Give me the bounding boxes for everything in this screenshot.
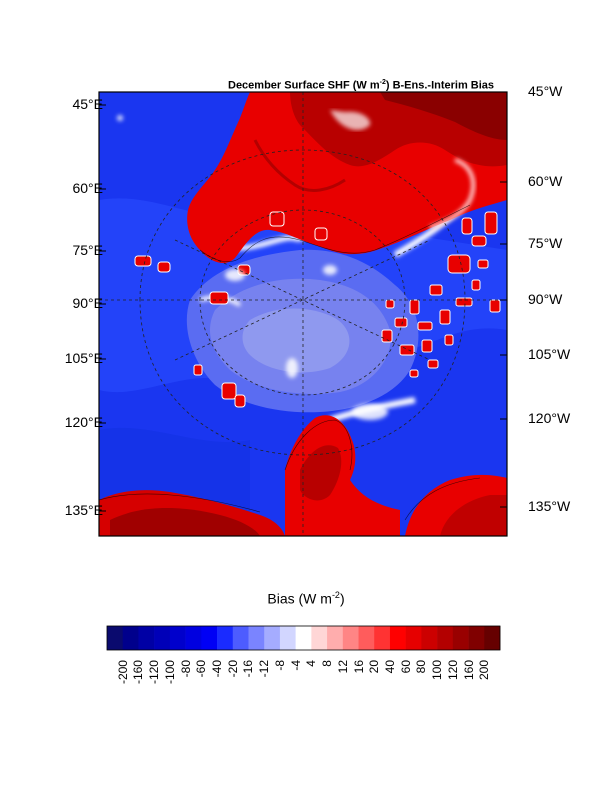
colorbar-tick-label: -40 bbox=[210, 660, 225, 678]
longitude-label-left: 90°E bbox=[72, 295, 103, 311]
colorbar bbox=[106, 625, 501, 651]
colorbar-tick-label: -120 bbox=[147, 660, 162, 685]
colorbar-tick-label: -20 bbox=[225, 660, 240, 678]
colorbar-frame bbox=[106, 625, 501, 651]
colorbar-tick-label: -80 bbox=[178, 660, 193, 678]
longitude-label-left: 135°E bbox=[64, 502, 103, 518]
longitude-label-left: 120°E bbox=[64, 414, 103, 430]
colorbar-tick-label: 20 bbox=[367, 660, 382, 674]
colorbar-box bbox=[122, 626, 139, 650]
colorbar-tick-label: -200 bbox=[115, 660, 130, 685]
colorbar-tick-label: 120 bbox=[445, 660, 460, 681]
colorbar-box bbox=[295, 626, 312, 650]
colorbar-box bbox=[248, 626, 265, 650]
longitude-label-left: 105°E bbox=[64, 350, 103, 366]
colorbar-title: Bias (W m-2) bbox=[267, 590, 345, 607]
colorbar-box bbox=[138, 626, 155, 650]
colorbar-box bbox=[217, 626, 234, 650]
colorbar-tick-label: 80 bbox=[414, 660, 429, 674]
colorbar-tick-label: -12 bbox=[257, 660, 272, 678]
colorbar-tick-label: 40 bbox=[382, 660, 397, 674]
colorbar-box bbox=[185, 626, 202, 650]
colorbar-box bbox=[154, 626, 171, 650]
map-title: December Surface SHF (W m-2) B-Ens.-Inte… bbox=[228, 79, 495, 92]
colorbar-box bbox=[264, 626, 281, 650]
longitude-label-right: 45°W bbox=[528, 83, 563, 99]
colorbar-box bbox=[107, 626, 124, 650]
colorbar-box bbox=[405, 626, 422, 650]
longitude-label-right: 135°W bbox=[528, 498, 571, 514]
colorbar-box bbox=[374, 626, 391, 650]
colorbar-box bbox=[342, 626, 359, 650]
longitude-label-left: 45°E bbox=[72, 96, 103, 112]
longitude-label-right: 90°W bbox=[528, 291, 563, 307]
colorbar-box bbox=[311, 626, 328, 650]
colorbar-box bbox=[421, 626, 438, 650]
colorbar-box bbox=[201, 626, 218, 650]
graticule bbox=[99, 92, 507, 536]
left-coastal-patches bbox=[134, 211, 328, 408]
longitude-label-left: 75°E bbox=[72, 242, 103, 258]
colorbar-box bbox=[169, 626, 186, 650]
colorbar-tick-label: 16 bbox=[351, 660, 366, 674]
colorbar-tick-label: -160 bbox=[131, 660, 146, 685]
colorbar-box bbox=[484, 626, 501, 650]
colorbar-tick-label: -4 bbox=[288, 660, 303, 671]
colorbar-box bbox=[327, 626, 344, 650]
colorbar-tick-label: 4 bbox=[304, 660, 319, 667]
longitude-label-left: 60°E bbox=[72, 180, 103, 196]
colorbar-tick-label: -100 bbox=[162, 660, 177, 685]
colorbar-box bbox=[232, 626, 249, 650]
longitude-label-right: 75°W bbox=[528, 235, 563, 251]
colorbar-box bbox=[389, 626, 406, 650]
colorbar-tick-label: -16 bbox=[241, 660, 256, 678]
colorbar-box bbox=[452, 626, 469, 650]
longitude-label-right: 60°W bbox=[528, 173, 563, 189]
colorbar-tick-label: -8 bbox=[272, 660, 287, 671]
colorbar-tick-label: 60 bbox=[398, 660, 413, 674]
colorbar-tick-label: 12 bbox=[335, 660, 350, 674]
longitude-label-right: 105°W bbox=[528, 346, 571, 362]
alaska-positive-bias bbox=[285, 415, 400, 536]
colorbar-box bbox=[358, 626, 375, 650]
colorbar-tick-label: 200 bbox=[477, 660, 492, 681]
colorbar-tick-label: 100 bbox=[430, 660, 445, 681]
colorbar-tick-label: 160 bbox=[461, 660, 476, 681]
colorbar-box bbox=[437, 626, 454, 650]
map-frame bbox=[98, 91, 508, 537]
archipelago-patches bbox=[381, 211, 501, 378]
colorbar-tick-label: 8 bbox=[320, 660, 335, 667]
colorbar-box bbox=[279, 626, 296, 650]
longitude-label-right: 120°W bbox=[528, 410, 571, 426]
colorbar-tick-label: -60 bbox=[194, 660, 209, 678]
colorbar-box bbox=[468, 626, 485, 650]
